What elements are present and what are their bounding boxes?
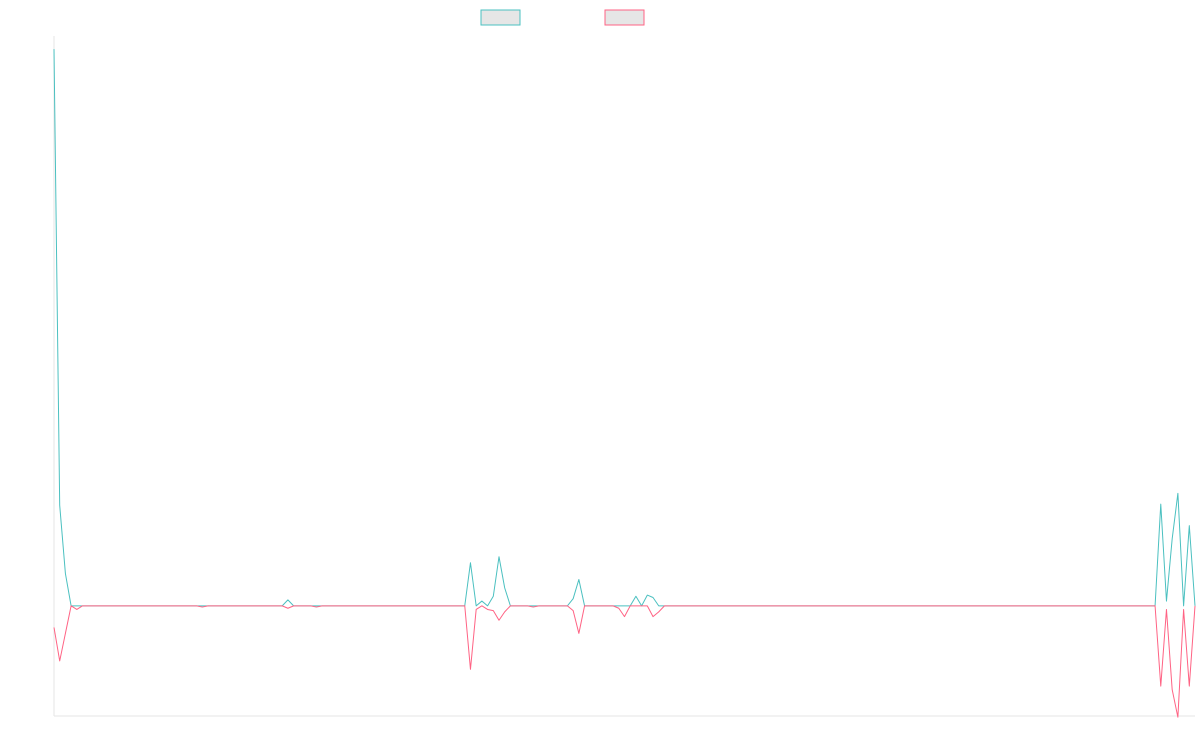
series-1-line: [53, 49, 1196, 607]
legend-swatch-series-2[interactable]: [604, 9, 645, 26]
plot-area: [53, 36, 1196, 718]
legend: [480, 9, 645, 26]
legend-swatch-series-1[interactable]: [480, 9, 521, 26]
series-2-line: [53, 605, 1196, 718]
